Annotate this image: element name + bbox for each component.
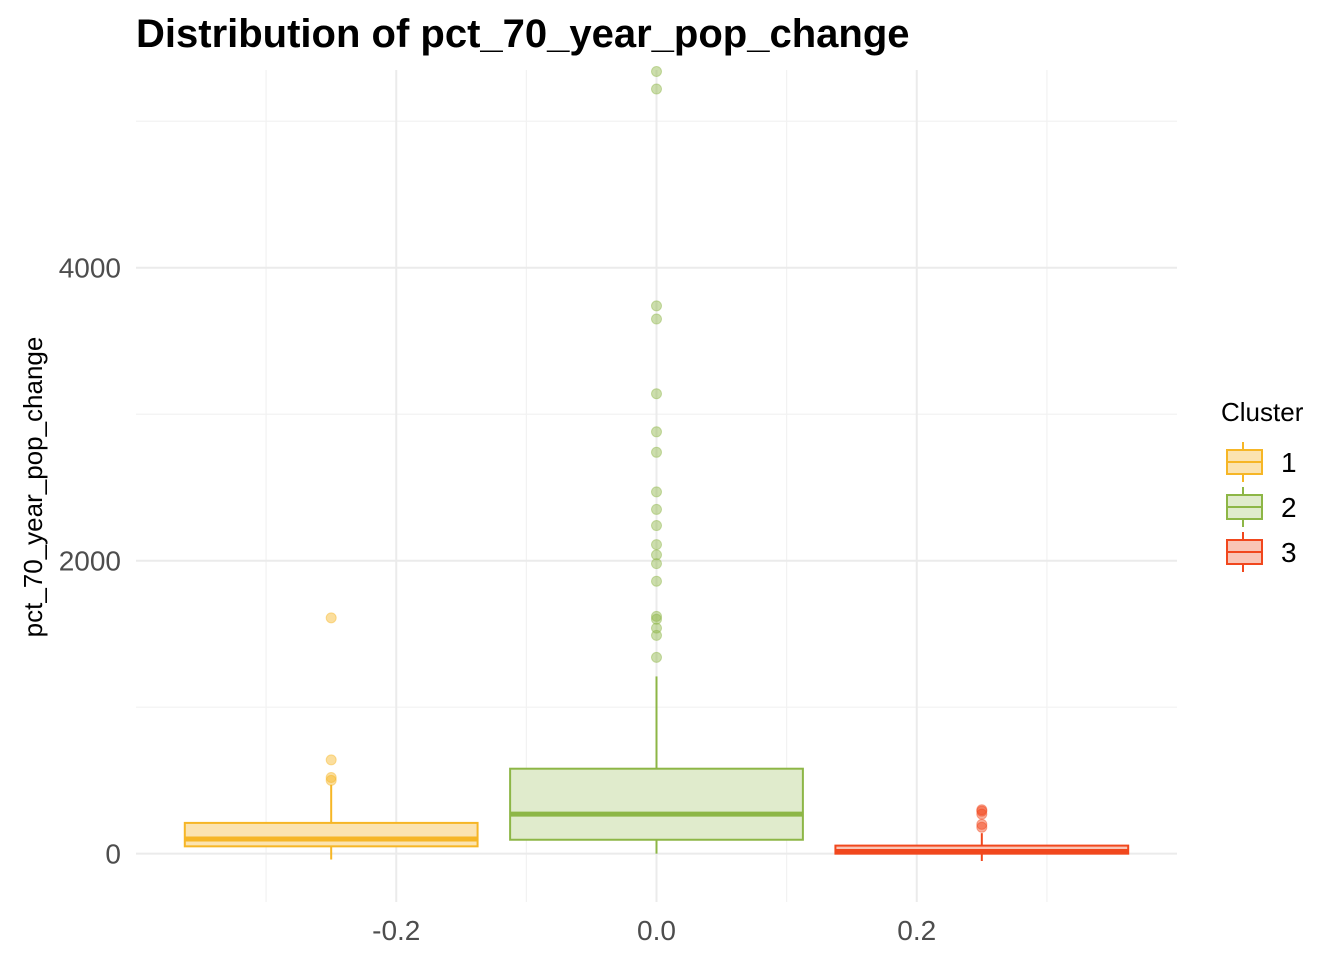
outlier-point (651, 539, 662, 551)
outlier-point (651, 300, 662, 312)
box-cluster-2 (509, 65, 804, 854)
outlier-point (325, 754, 337, 766)
outlier-point (976, 805, 988, 817)
x-tick-label: 0.2 (897, 915, 936, 946)
y-axis-label: pct_70_year_pop_change (18, 337, 48, 638)
outlier-point (651, 613, 662, 625)
outlier-point (325, 771, 337, 783)
boxes (183, 65, 1130, 861)
y-tick-label: 4000 (59, 253, 121, 284)
outlier-point (325, 774, 337, 786)
outlier-point (976, 821, 988, 833)
outlier-point (651, 558, 662, 570)
legend-label: 1 (1281, 447, 1297, 478)
outlier-point (651, 503, 662, 515)
legend-title: Cluster (1221, 397, 1304, 427)
outlier-point (651, 388, 662, 400)
outlier-point (651, 486, 662, 498)
outlier-point (651, 549, 662, 561)
outlier-point (651, 426, 662, 438)
box-iqr (183, 821, 479, 848)
outlier-point (325, 612, 337, 624)
y-tick-labels: 0 2000 4000 (59, 253, 121, 870)
outlier-point (976, 818, 988, 830)
chart-title: Distribution of pct_70_year_pop_change (136, 12, 910, 56)
legend-item-3: 3 (1226, 532, 1297, 572)
box-cluster-3 (834, 804, 1130, 861)
outlier-point (976, 808, 988, 820)
outlier-point (651, 446, 662, 458)
box-cluster-1 (183, 612, 479, 860)
x-tick-labels: -0.2 0.0 0.2 (372, 915, 936, 946)
outlier-point (651, 65, 662, 77)
x-tick-label: -0.2 (372, 915, 420, 946)
outlier-point (651, 313, 662, 325)
legend-item-1: 1 (1226, 442, 1297, 482)
outlier-point (651, 520, 662, 532)
outlier-point (651, 629, 662, 641)
outlier-point (651, 575, 662, 587)
legend-label: 3 (1281, 537, 1297, 568)
y-tick-label: 2000 (59, 546, 121, 577)
box-iqr (509, 767, 804, 841)
outlier-point (651, 651, 662, 663)
x-tick-label: 0.0 (637, 915, 676, 946)
outlier-point (651, 610, 662, 622)
legend-item-2: 2 (1226, 487, 1297, 527)
y-tick-label: 0 (105, 839, 121, 870)
outlier-point (651, 83, 662, 95)
legend: Cluster 1 2 3 (1221, 397, 1304, 572)
legend-label: 2 (1281, 492, 1297, 523)
outlier-point (651, 622, 662, 634)
outlier-point (976, 804, 988, 816)
